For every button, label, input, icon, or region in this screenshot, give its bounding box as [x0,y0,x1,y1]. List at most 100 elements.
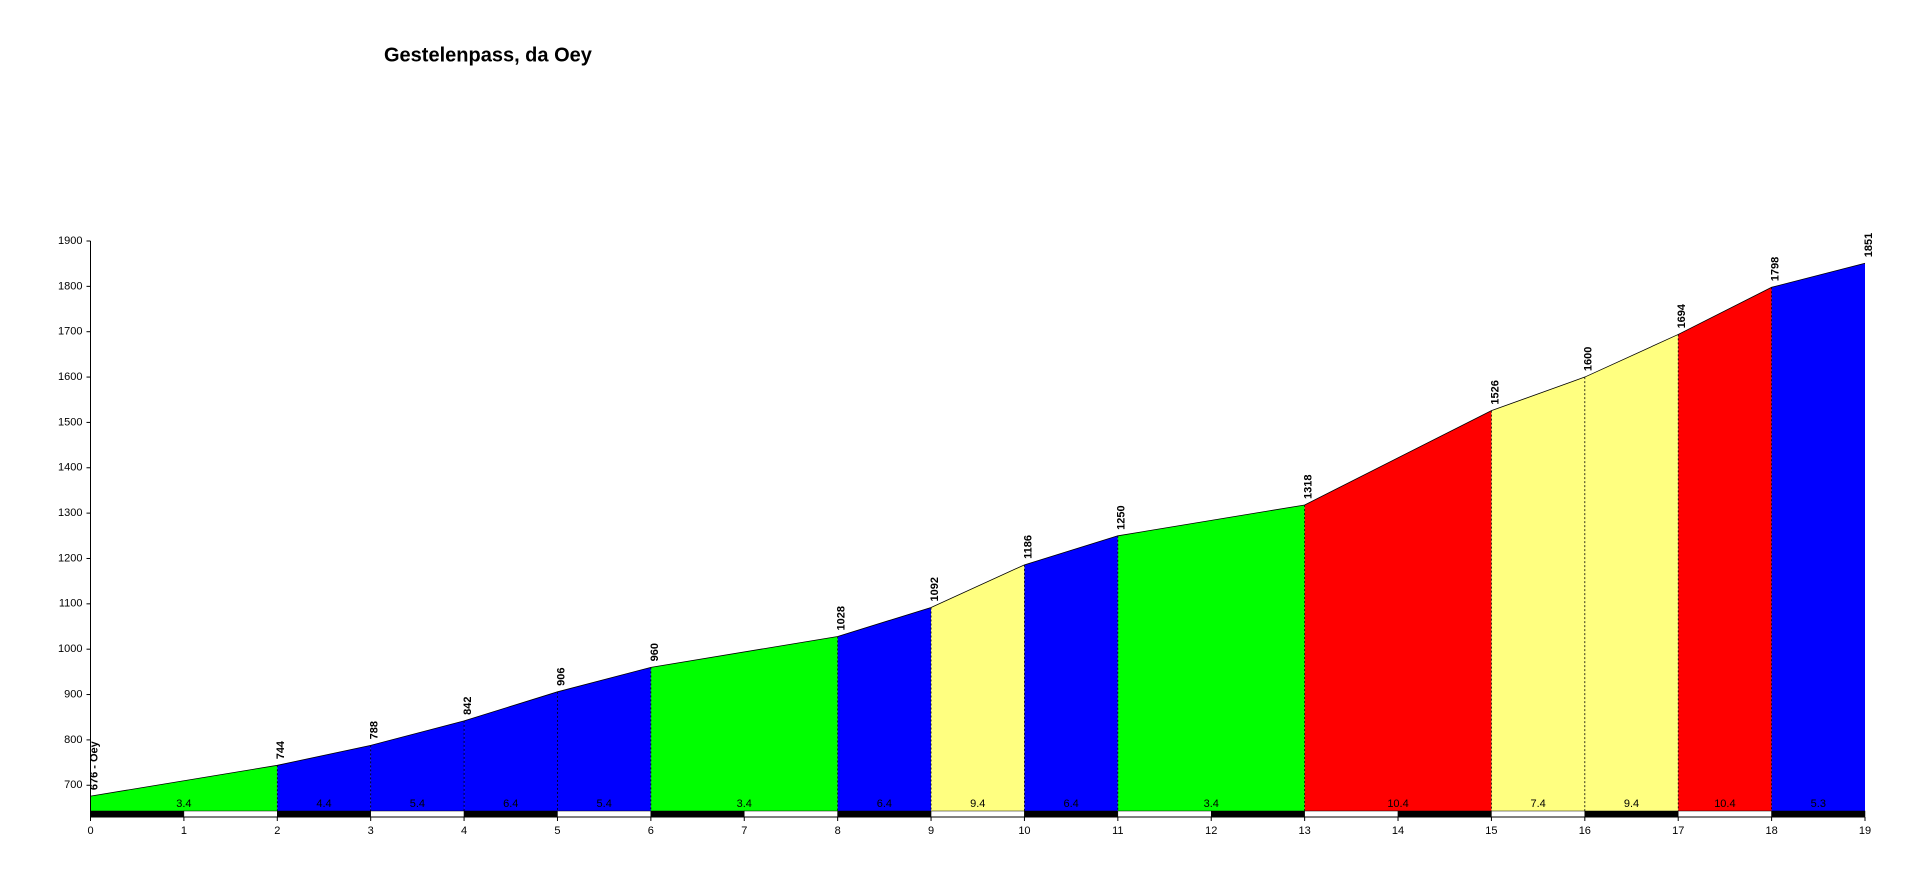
y-tick-label: 1100 [59,598,83,610]
x-tick-label: 16 [1579,825,1591,837]
km-bar [930,810,1025,818]
segment [837,607,932,817]
km-bar [557,810,652,818]
elevation-label: 1250 [1116,505,1128,529]
y-tick-label: 1000 [58,643,82,655]
x-tick-label: 2 [274,825,280,837]
x-tick-label: 11 [1112,825,1123,837]
x-tick-label: 15 [1485,825,1497,837]
gradient-label: 3.4 [176,798,191,810]
segment [1678,287,1772,817]
y-tick-label: 900 [64,688,82,700]
segment [90,765,278,817]
km-bar [837,810,932,818]
segment [1584,334,1679,817]
x-tick-label: 4 [461,825,467,837]
elevation-label: 676 - Oey [88,740,100,790]
km-bar [463,810,558,818]
y-tick-label: 1300 [58,507,82,519]
gradient-label: 6.4 [1063,798,1078,810]
km-bar [90,810,185,818]
y-tick-label: 700 [64,779,82,791]
elevation-label: 744 [275,740,287,759]
km-bar [183,810,278,818]
elevation-label: 1526 [1489,380,1501,404]
gradient-label: 3.4 [1204,798,1219,810]
elevation-label: 788 [369,721,381,739]
segment [650,636,838,817]
gradient-label: 10.4 [1714,798,1735,810]
segment [1304,410,1492,817]
elevation-label: 1694 [1676,303,1688,328]
x-tick-label: 14 [1392,825,1404,837]
x-tick-label: 0 [87,825,93,837]
elevation-label: 906 [555,667,567,685]
elevation-label: 1186 [1022,535,1034,559]
km-bar [1210,810,1305,818]
x-tick-label: 8 [835,825,841,837]
x-tick-label: 6 [648,825,654,837]
x-tick-label: 5 [554,825,560,837]
km-bar [650,810,745,818]
km-bar [1117,810,1212,818]
elevation-label: 1851 [1863,233,1875,257]
segment [931,564,1025,817]
profile-line [90,262,1866,797]
y-tick-label: 800 [64,734,82,746]
x-tick-label: 9 [928,825,934,837]
y-tick-label: 1200 [58,552,82,564]
x-tick-label: 10 [1018,825,1030,837]
x-tick-label: 17 [1672,825,1684,837]
elevation-label: 1798 [1770,257,1782,281]
chart-title: Gestelenpass, da Oey [384,44,593,66]
km-bar [370,810,465,818]
gradient-label: 5.4 [597,798,612,810]
elevation-label: 1028 [836,606,848,630]
elevation-label: 960 [649,643,661,661]
gradient-label: 6.4 [877,798,892,810]
elevation-label: 1600 [1583,347,1595,371]
y-tick-label: 1800 [58,280,82,292]
segment [464,691,558,817]
km-bar [1584,810,1679,818]
segment [370,720,465,817]
gradient-label: 3.4 [737,798,752,810]
km-bar [1397,810,1492,818]
gradient-label: 5.3 [1811,798,1826,810]
gradient-label: 4.4 [316,798,331,810]
y-tick-label: 1700 [58,326,82,338]
km-bar [1771,810,1866,818]
x-tick-label: 3 [368,825,374,837]
y-tick-label: 1400 [58,462,82,474]
gradient-label: 9.4 [1624,798,1639,810]
segment [1491,377,1585,817]
x-tick-label: 12 [1205,825,1217,837]
y-tick-label: 1500 [58,416,82,428]
gradient-label: 10.4 [1387,798,1408,810]
segment [1117,504,1305,817]
segment [277,745,371,817]
gradient-label: 6.4 [503,798,518,810]
elevation-label: 1092 [929,577,941,601]
x-tick-label: 13 [1299,825,1311,837]
x-tick-label: 7 [741,825,747,837]
km-bar [744,810,838,818]
km-bar [1304,810,1399,818]
gradient-label: 7.4 [1530,798,1545,810]
km-bar [1491,810,1586,818]
gradient-label: 5.4 [410,798,425,810]
x-tick-label: 19 [1859,825,1871,837]
elevation-label: 842 [462,696,474,714]
segment [557,667,651,817]
km-bar [1677,810,1772,818]
y-tick-label: 1900 [58,235,82,247]
segment [1771,263,1865,817]
gradient-label: 9.4 [970,798,985,810]
km-bar [1024,810,1119,818]
y-tick-label: 1600 [58,371,82,383]
x-tick-label: 1 [181,825,187,837]
elevation-label: 1318 [1303,474,1315,498]
km-bar [277,810,371,818]
x-tick-label: 18 [1765,825,1777,837]
